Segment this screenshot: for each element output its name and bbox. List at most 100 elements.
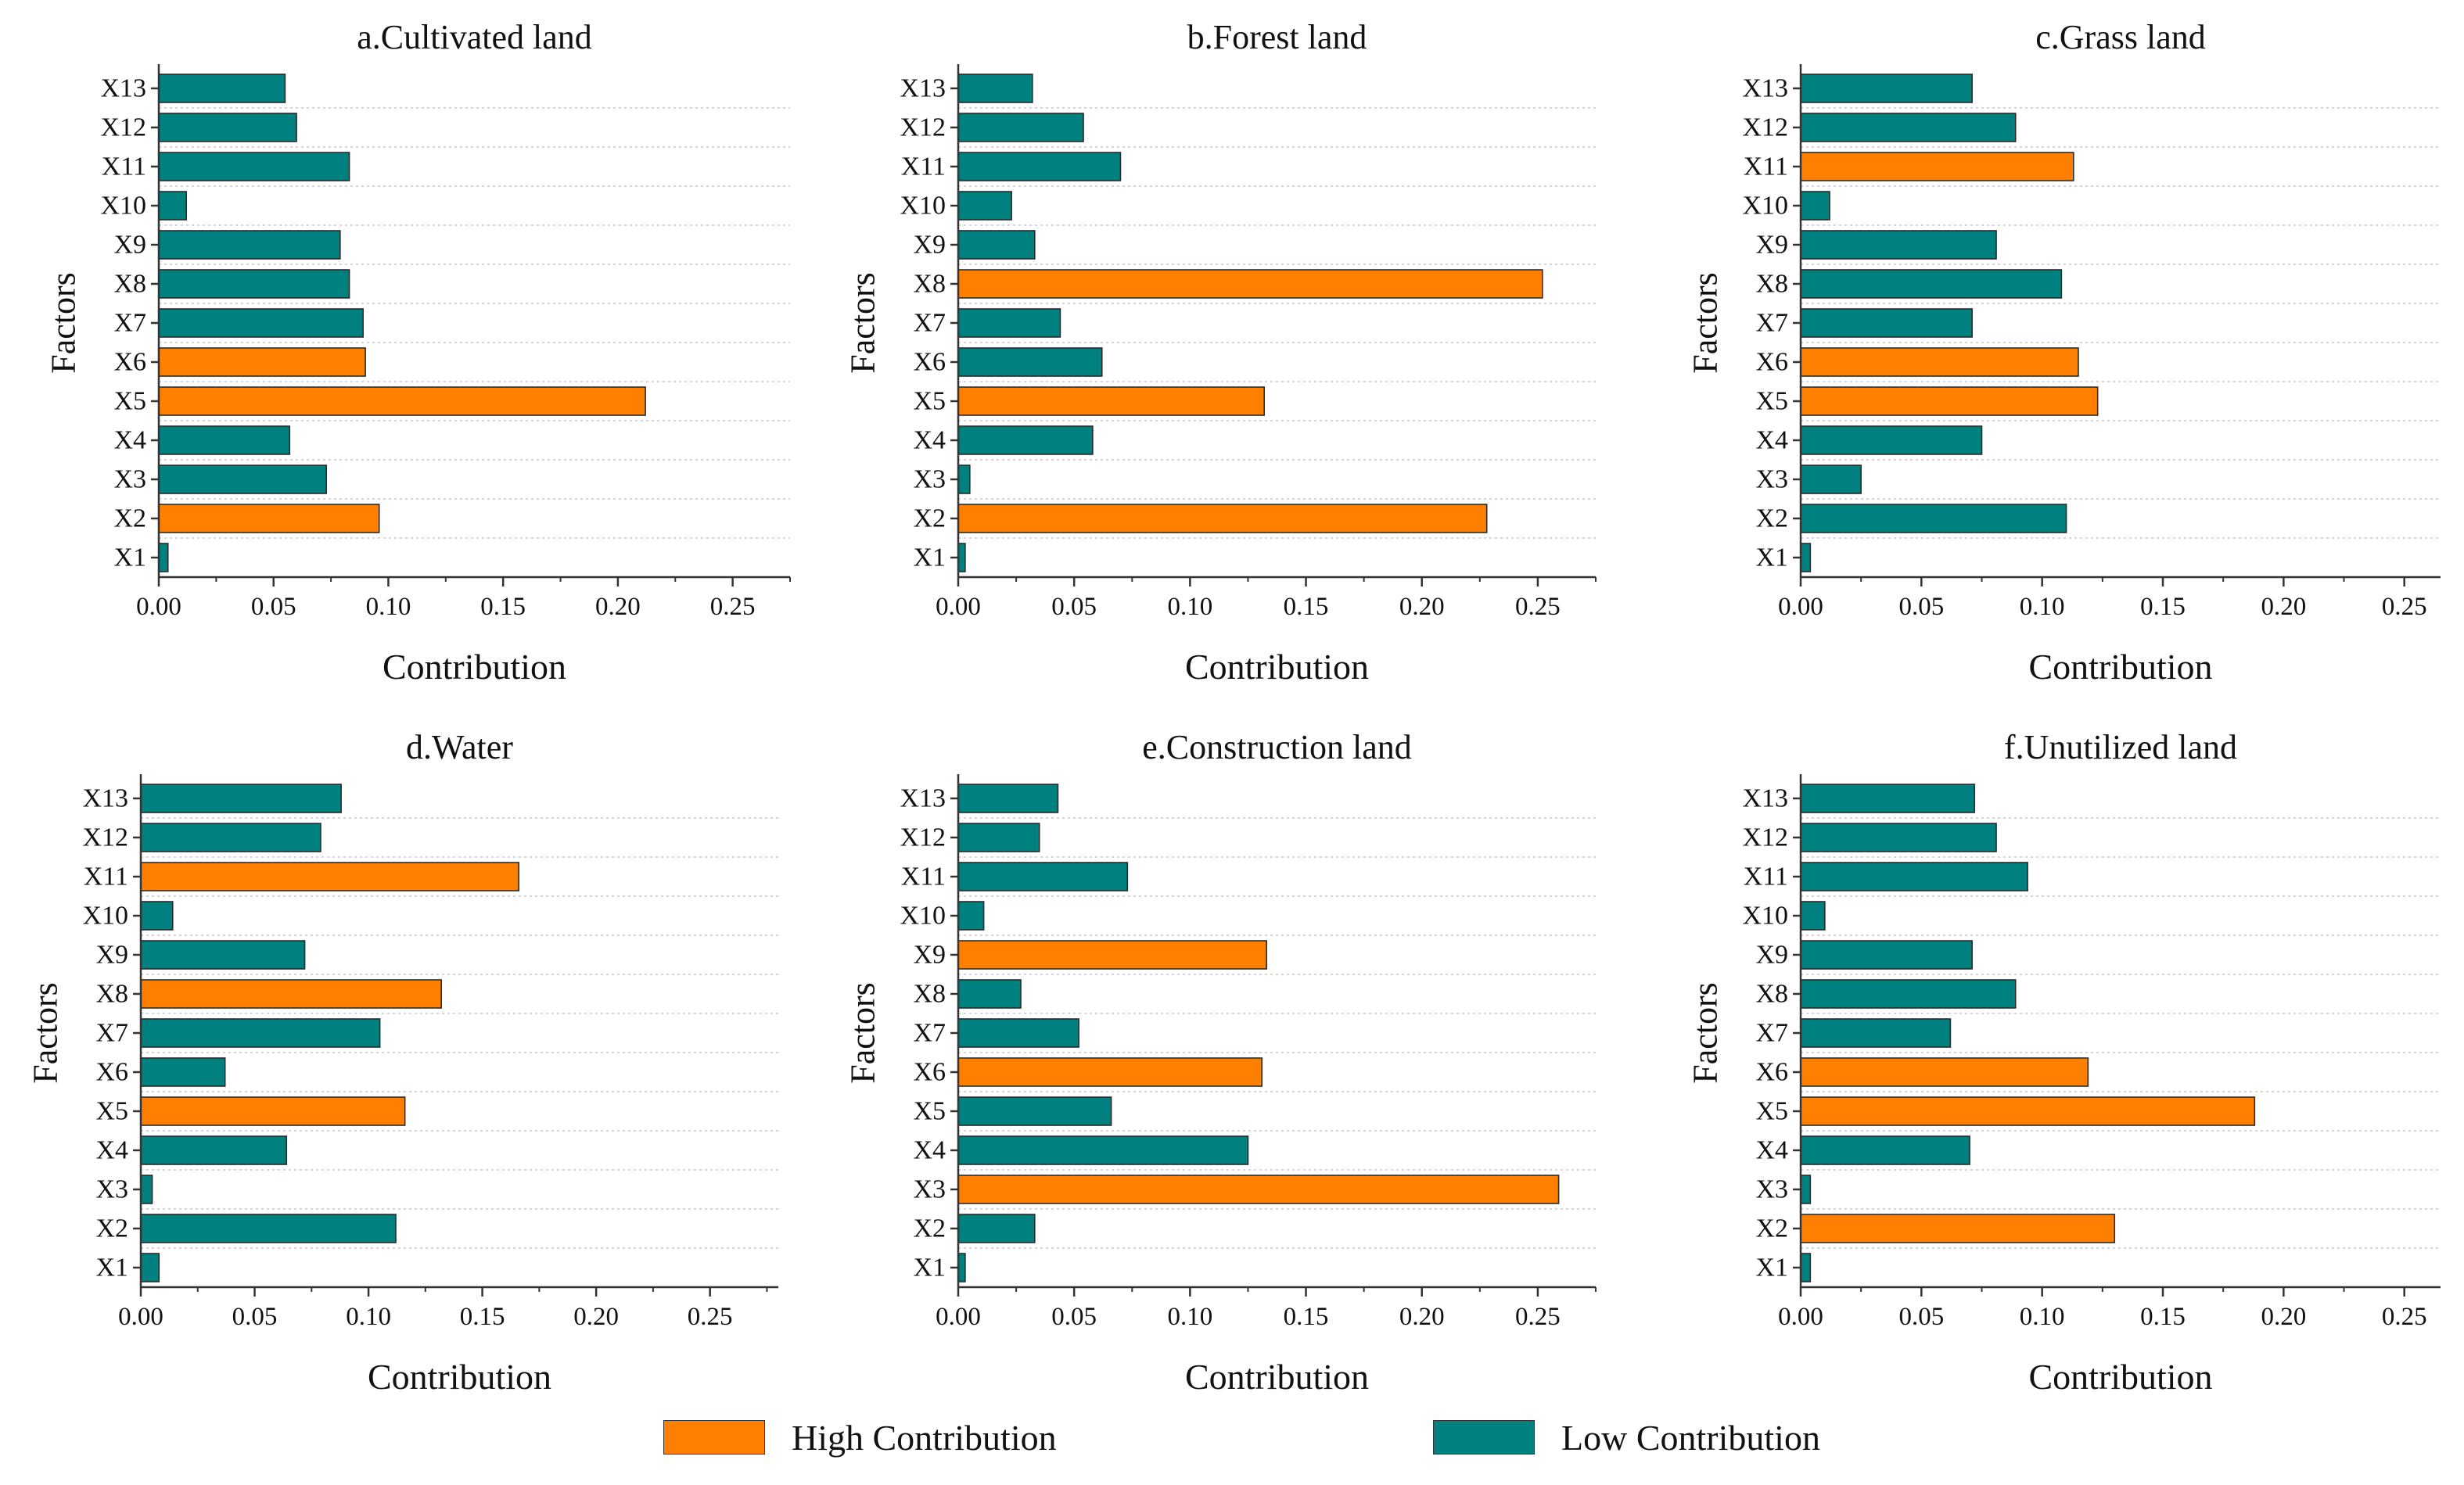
bar-x12 xyxy=(140,823,321,852)
y-tick-label: X11 xyxy=(1744,863,1788,891)
bar-x2 xyxy=(158,504,380,533)
panel-a: X1 X2 X3 X4 X5 X6 X7 X8 X9 X10 X11 X12 X13 0.00 0.05 0.… xyxy=(45,18,791,687)
legend-high-label: High Contribution xyxy=(792,1417,1057,1458)
bar-x7 xyxy=(1800,1018,1952,1048)
y-tick-label: X3 xyxy=(113,465,146,494)
y-tick-label: X3 xyxy=(913,1175,946,1204)
bar-x3 xyxy=(1800,465,1862,494)
bar-x2 xyxy=(957,1214,1036,1243)
bar-x9 xyxy=(957,230,1036,260)
bar-x3 xyxy=(957,1175,1560,1204)
x-axis-title: Contribution xyxy=(368,1357,551,1397)
y-tick-label: X11 xyxy=(901,863,946,891)
bar-x11 xyxy=(957,152,1122,181)
bar-x11 xyxy=(1800,152,2074,181)
y-tick-label: X10 xyxy=(100,192,146,221)
x-tick-label: 0.15 xyxy=(480,593,526,621)
y-tick-label: X10 xyxy=(900,902,946,931)
y-tick-label: X4 xyxy=(1755,1136,1788,1165)
bar-x9 xyxy=(1800,230,1997,260)
y-tick-label: X4 xyxy=(913,426,946,455)
bar-x1 xyxy=(957,1253,966,1282)
bar-x7 xyxy=(140,1018,381,1048)
bar-x13 xyxy=(1800,74,1973,103)
x-tick-label: 0.05 xyxy=(1898,593,1944,621)
bar-x8 xyxy=(140,979,443,1009)
bar-x5 xyxy=(1800,386,2099,416)
panel-f: X1 X2 X3 X4 X5 X6 X7 X8 X9 X10 X11 X12 X13 0.00 0.05 0.… xyxy=(1686,728,2441,1397)
x-tick-label: 0.10 xyxy=(1167,593,1212,621)
bar-x8 xyxy=(957,269,1543,299)
y-tick-label: X3 xyxy=(913,465,946,494)
bar-x10 xyxy=(1800,901,1826,931)
bar-x10 xyxy=(957,191,1012,221)
y-tick-label: X13 xyxy=(1742,784,1788,813)
x-axis-title: Contribution xyxy=(2028,647,2212,687)
bar-x12 xyxy=(957,113,1084,142)
bar-x3 xyxy=(1800,1175,1812,1204)
y-tick-label: X7 xyxy=(113,309,146,338)
bar-x12 xyxy=(158,113,297,142)
bar-x10 xyxy=(1800,191,1830,221)
x-tick-label: 0.10 xyxy=(366,593,411,621)
y-tick-label: X6 xyxy=(95,1058,128,1087)
bar-x6 xyxy=(957,1057,1263,1087)
bar-x6 xyxy=(140,1057,226,1087)
bar-x3 xyxy=(957,465,971,494)
y-tick-label: X1 xyxy=(1755,543,1788,572)
y-tick-label: X7 xyxy=(1755,309,1788,338)
y-tick-label: X13 xyxy=(100,74,146,103)
panel-title: e.Construction land xyxy=(1142,728,1412,766)
bar-x6 xyxy=(1800,1057,2089,1087)
y-tick-label: X8 xyxy=(1755,980,1788,1009)
bar-x9 xyxy=(158,230,341,260)
y-tick-label: X1 xyxy=(913,543,946,572)
y-tick-label: X11 xyxy=(84,863,128,891)
y-tick-label: X1 xyxy=(913,1254,946,1282)
y-tick-label: X2 xyxy=(913,1214,946,1243)
x-axis-title: Contribution xyxy=(2028,1357,2212,1397)
y-tick-label: X8 xyxy=(113,270,146,299)
bar-x2 xyxy=(957,504,1488,533)
x-tick-label: 0.00 xyxy=(1778,593,1823,621)
bar-x2 xyxy=(1800,1214,2116,1243)
x-tick-label: 0.00 xyxy=(136,593,181,621)
y-tick-label: X5 xyxy=(913,387,946,416)
bar-x5 xyxy=(158,386,646,416)
bar-x11 xyxy=(140,862,519,891)
y-tick-label: X8 xyxy=(95,980,128,1009)
y-tick-label: X9 xyxy=(1755,941,1788,970)
y-tick-label: X9 xyxy=(95,941,128,970)
x-tick-label: 0.25 xyxy=(2382,1303,2427,1331)
bar-x13 xyxy=(957,74,1033,103)
bar-x4 xyxy=(140,1135,288,1165)
y-tick-label: X10 xyxy=(82,902,128,931)
bar-x8 xyxy=(1800,269,2063,299)
bar-x10 xyxy=(158,191,188,221)
y-tick-label: X6 xyxy=(1755,348,1788,377)
x-tick-label: 0.20 xyxy=(2261,1303,2306,1331)
y-tick-label: X9 xyxy=(1755,231,1788,260)
y-axis-title: Factors xyxy=(1686,272,1725,374)
x-tick-label: 0.05 xyxy=(1898,1303,1944,1331)
x-axis-title: Contribution xyxy=(383,647,566,687)
x-tick-label: 0.20 xyxy=(1399,593,1445,621)
x-tick-label: 0.10 xyxy=(2020,593,2065,621)
bar-x8 xyxy=(957,979,1022,1009)
x-tick-label: 0.15 xyxy=(1284,1303,1329,1331)
x-tick-label: 0.20 xyxy=(573,1303,619,1331)
x-tick-label: 0.10 xyxy=(346,1303,391,1331)
bar-x6 xyxy=(158,347,366,377)
y-tick-label: X11 xyxy=(102,152,146,181)
panel-d: X1 X2 X3 X4 X5 X6 X7 X8 X9 X10 X11 X12 X13 0.00 0.05 0.… xyxy=(27,728,778,1397)
bar-x7 xyxy=(957,308,1061,338)
x-tick-label: 0.20 xyxy=(595,593,641,621)
y-tick-label: X4 xyxy=(913,1136,946,1165)
y-tick-label: X6 xyxy=(913,1058,946,1087)
bar-x1 xyxy=(1800,1253,1812,1282)
panel-title: d.Water xyxy=(406,728,513,766)
y-tick-label: X13 xyxy=(900,74,946,103)
x-tick-label: 0.00 xyxy=(936,593,981,621)
y-tick-label: X13 xyxy=(82,784,128,813)
